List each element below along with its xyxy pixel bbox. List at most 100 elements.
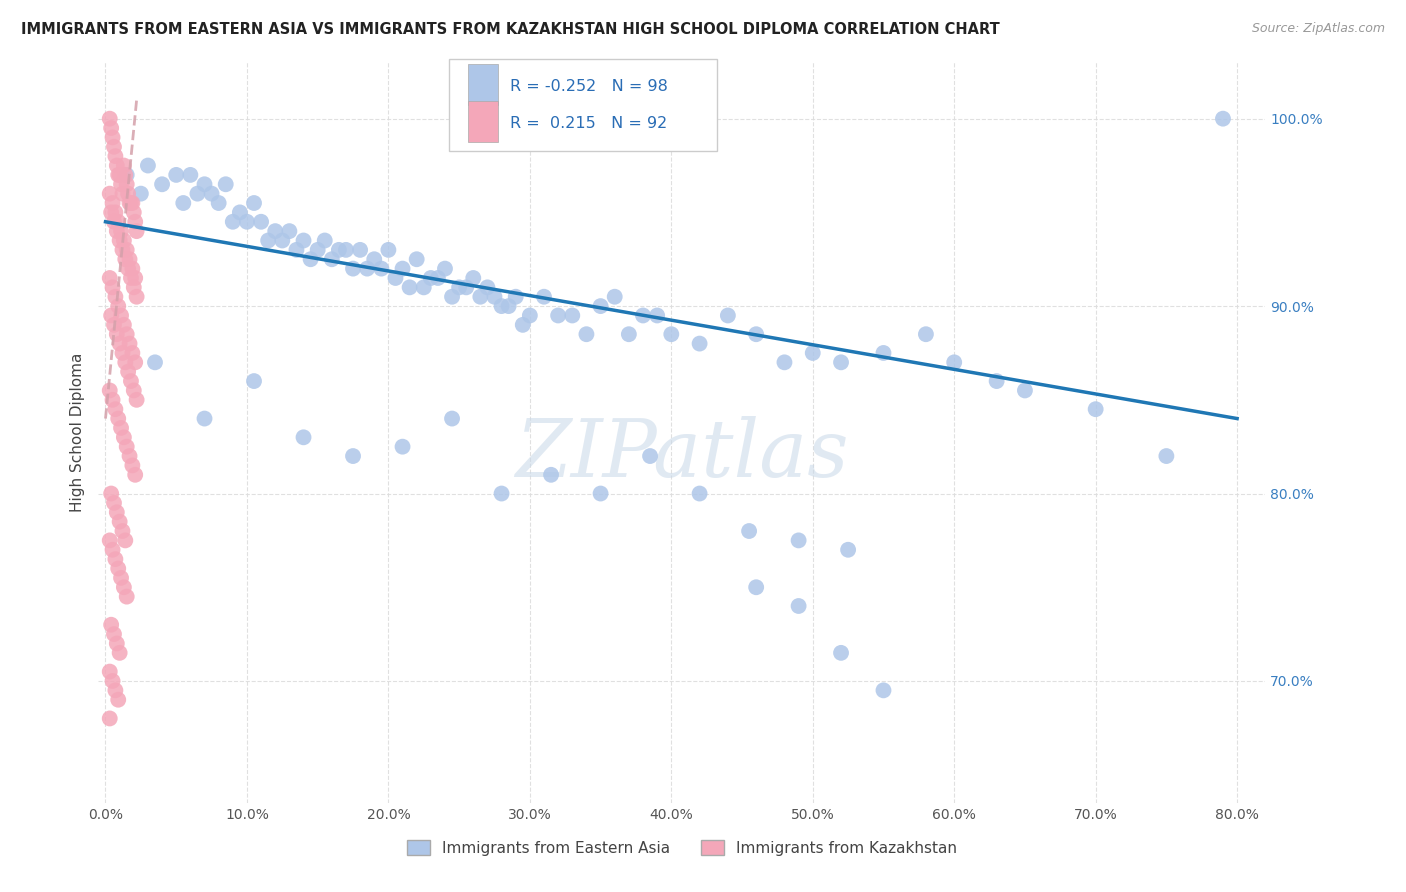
Point <box>101 673 124 688</box>
Point <box>314 234 336 248</box>
Point <box>638 449 661 463</box>
Point <box>122 205 145 219</box>
Point <box>384 271 406 285</box>
Point <box>108 168 131 182</box>
Point <box>547 309 569 323</box>
Point <box>100 486 122 500</box>
Point <box>186 186 208 201</box>
Point <box>103 140 125 154</box>
Point <box>631 309 654 323</box>
Point <box>114 533 136 548</box>
Point <box>117 261 139 276</box>
Point <box>104 149 127 163</box>
Point <box>121 458 143 473</box>
Point <box>292 430 315 444</box>
Point <box>104 683 127 698</box>
Point <box>125 392 148 407</box>
Point <box>193 178 215 192</box>
Point <box>491 299 513 313</box>
Point <box>561 309 583 323</box>
Point <box>111 186 134 201</box>
Point <box>107 561 129 575</box>
Point <box>377 243 399 257</box>
Point <box>100 617 122 632</box>
Point <box>236 215 259 229</box>
Point <box>115 327 138 342</box>
Point <box>872 683 894 698</box>
FancyBboxPatch shape <box>449 59 717 152</box>
Point <box>98 711 121 725</box>
Point <box>101 392 124 407</box>
Point <box>441 290 464 304</box>
Point <box>103 627 125 641</box>
Point <box>257 234 280 248</box>
Point <box>519 309 541 323</box>
Point <box>101 280 124 294</box>
Point <box>617 327 640 342</box>
Point <box>589 299 612 313</box>
Text: R =  0.215   N = 92: R = 0.215 N = 92 <box>510 116 668 131</box>
Point <box>111 346 134 360</box>
Point <box>498 299 520 313</box>
Point <box>110 224 132 238</box>
Point <box>103 318 125 332</box>
Point <box>110 178 132 192</box>
Point <box>837 542 859 557</box>
Point <box>264 224 287 238</box>
Point <box>107 299 129 313</box>
Point <box>229 205 252 219</box>
Point <box>118 449 141 463</box>
Point <box>108 515 131 529</box>
Point <box>200 186 222 201</box>
Point <box>292 234 315 248</box>
Point <box>112 234 135 248</box>
Point <box>104 552 127 566</box>
Point <box>787 599 810 613</box>
Point <box>943 355 966 369</box>
Point <box>104 402 127 417</box>
Point <box>1156 449 1178 463</box>
Point <box>124 355 146 369</box>
Point <box>738 524 761 538</box>
Point <box>243 196 266 211</box>
Point <box>98 533 121 548</box>
Point <box>110 571 132 585</box>
Point <box>335 243 357 257</box>
Point <box>129 186 152 201</box>
Point <box>512 318 534 332</box>
Text: IMMIGRANTS FROM EASTERN ASIA VS IMMIGRANTS FROM KAZAKHSTAN HIGH SCHOOL DIPLOMA C: IMMIGRANTS FROM EASTERN ASIA VS IMMIGRAN… <box>21 22 1000 37</box>
Point <box>773 355 796 369</box>
Point <box>136 159 159 173</box>
Point <box>108 234 131 248</box>
Point <box>114 168 136 182</box>
Point <box>108 646 131 660</box>
Point <box>1212 112 1234 126</box>
Point <box>589 486 612 500</box>
Point <box>426 271 449 285</box>
Point <box>105 159 128 173</box>
Point <box>114 252 136 267</box>
Point <box>107 411 129 425</box>
Point <box>100 121 122 136</box>
Point <box>120 271 142 285</box>
Point <box>110 421 132 435</box>
Legend: Immigrants from Eastern Asia, Immigrants from Kazakhstan: Immigrants from Eastern Asia, Immigrants… <box>401 834 963 862</box>
Point <box>104 290 127 304</box>
Point <box>250 215 273 229</box>
Point <box>689 486 711 500</box>
Text: R = -0.252   N = 98: R = -0.252 N = 98 <box>510 79 668 95</box>
Point <box>112 430 135 444</box>
Point <box>120 374 142 388</box>
Point <box>342 449 364 463</box>
Point <box>143 355 166 369</box>
Point <box>179 168 201 182</box>
Point <box>114 355 136 369</box>
Point <box>118 252 141 267</box>
Point <box>484 290 506 304</box>
Point <box>787 533 810 548</box>
Point <box>165 168 187 182</box>
Point <box>105 224 128 238</box>
Point <box>491 486 513 500</box>
Point <box>830 355 852 369</box>
Point <box>477 280 499 294</box>
